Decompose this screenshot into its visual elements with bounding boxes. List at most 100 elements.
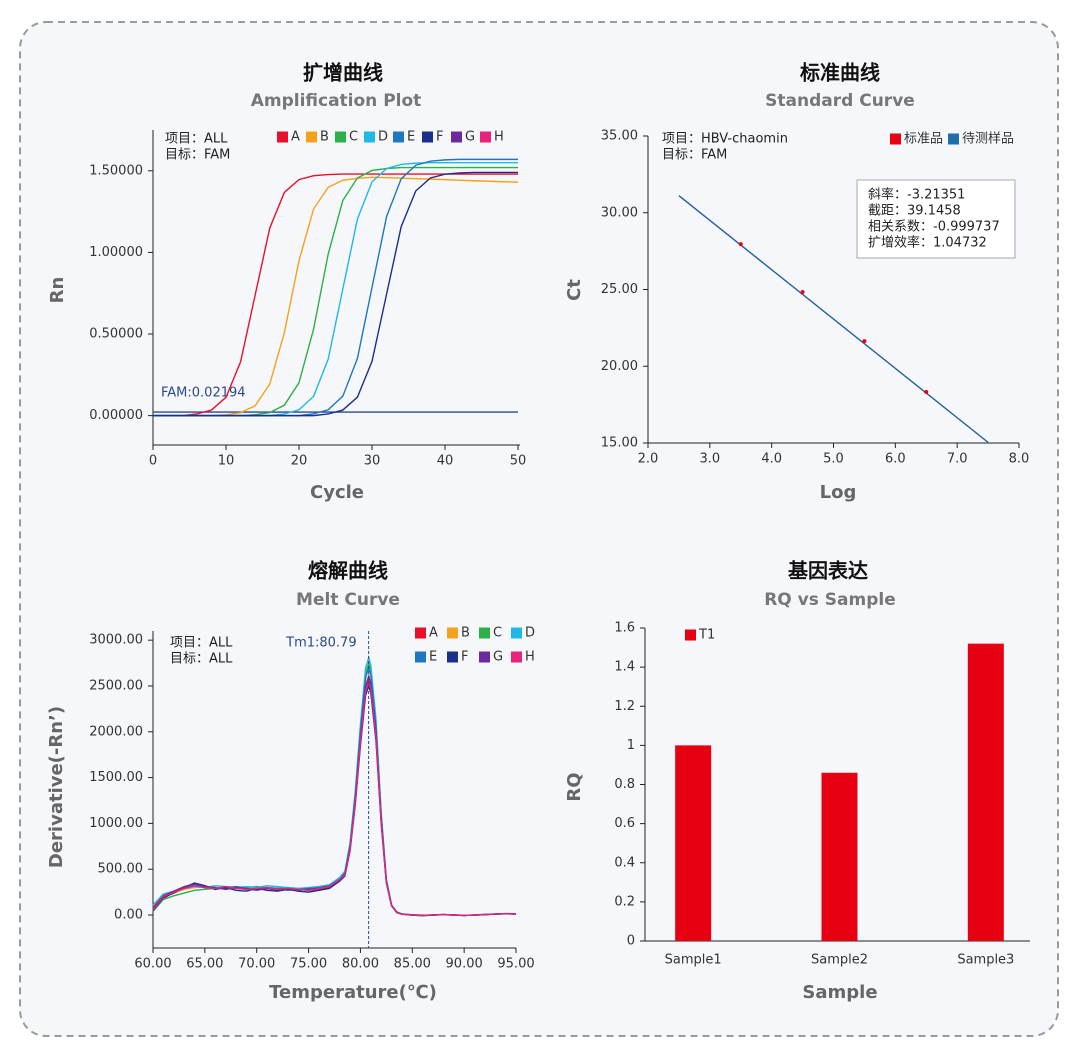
- y-tick-label: 3000.00: [89, 633, 143, 648]
- legend-swatch: [393, 131, 404, 143]
- legend-label: G: [493, 650, 503, 665]
- y-tick-label: 0.4: [614, 855, 635, 870]
- annotation: 项目：HBV-chaomin: [662, 132, 788, 147]
- x-axis-label: Cycle: [310, 482, 364, 503]
- chart-title: 基因表达: [788, 559, 868, 583]
- x-tick-label: Sample2: [811, 953, 868, 968]
- annotation: 目标：FAM: [662, 148, 727, 163]
- annotation: 项目：ALL: [170, 636, 233, 651]
- y-tick-label: 1.6: [614, 621, 635, 636]
- x-axis-label: Temperature(℃): [269, 982, 437, 1003]
- y-tick-label: 1000.00: [89, 816, 143, 831]
- y-axis-label: Rn: [47, 277, 68, 304]
- bar: [967, 643, 1004, 941]
- y-axis-label: RQ: [564, 772, 585, 801]
- stats-box: [856, 179, 1016, 259]
- chart-subtitle: Amplification Plot: [251, 91, 422, 111]
- x-tick-label: 0: [149, 454, 157, 469]
- legend-label: T1: [698, 628, 715, 643]
- legend-label: F: [436, 130, 443, 145]
- legend-swatch: [447, 627, 458, 639]
- legend-label: 待测样品: [962, 132, 1014, 147]
- stats-line: 相关系数：-0.999737: [868, 220, 1000, 235]
- legend-label: 标准品: [904, 132, 943, 147]
- y-tick-label: 1.00000: [89, 245, 143, 260]
- y-tick-label: 2000.00: [89, 724, 143, 739]
- y-tick-label: 0.00: [114, 908, 143, 923]
- legend-label: A: [291, 130, 300, 145]
- legend-swatch: [511, 627, 522, 639]
- y-tick-label: 500.00: [98, 862, 144, 877]
- series-line: [153, 171, 518, 417]
- x-tick-label: 20: [291, 454, 308, 469]
- legend-swatch: [415, 627, 426, 639]
- legend-swatch: [479, 651, 490, 663]
- y-tick-label: 25.00: [601, 282, 638, 297]
- x-axis-label: Sample: [802, 982, 877, 1003]
- y-tick-label: 0: [627, 934, 635, 949]
- x-tick-label: 6.0: [885, 452, 906, 467]
- legend-swatch: [447, 651, 458, 663]
- y-tick-label: 0.6: [614, 816, 635, 831]
- legend-label: B: [320, 130, 329, 145]
- y-tick-label: 20.00: [601, 359, 638, 374]
- fit-line: [678, 195, 989, 443]
- x-axis-label: Log: [820, 482, 857, 503]
- y-tick-label: 1: [627, 738, 635, 753]
- card-frame: [19, 21, 1059, 1037]
- y-tick-label: 1500.00: [89, 770, 143, 785]
- y-tick-label: 1.50000: [89, 163, 143, 178]
- x-tick-label: 8.0: [1009, 452, 1030, 467]
- y-tick-label: 0.2: [614, 894, 635, 909]
- legend-label: D: [525, 626, 535, 641]
- legend-swatch: [890, 133, 901, 145]
- x-tick-label: 75.00: [290, 957, 327, 972]
- legend-label: H: [525, 650, 535, 665]
- y-tick-label: 0.00000: [89, 408, 143, 423]
- stats-line: 扩增效率：1.04732: [868, 235, 987, 251]
- y-tick-label: 35.00: [601, 129, 638, 144]
- y-tick-label: 0.50000: [89, 327, 143, 342]
- x-tick-label: 60.00: [134, 957, 171, 972]
- legend-swatch: [335, 131, 346, 143]
- y-tick-label: 1.2: [614, 699, 635, 714]
- data-point: [862, 339, 867, 344]
- chart-subtitle: RQ vs Sample: [764, 590, 896, 610]
- legend-swatch: [422, 131, 433, 143]
- x-tick-label: 3.0: [699, 452, 720, 467]
- legend-swatch: [364, 131, 375, 143]
- x-tick-label: 65.00: [186, 957, 223, 972]
- x-tick-label: 10: [218, 454, 235, 469]
- x-tick-label: 70.00: [238, 957, 275, 972]
- legend-label: B: [461, 626, 470, 641]
- y-tick-label: 2500.00: [89, 678, 143, 693]
- annotation: 项目：ALL: [165, 132, 228, 147]
- x-tick-label: 4.0: [761, 452, 782, 467]
- legend-label: F: [461, 650, 468, 665]
- stats-line: 斜率：-3.21351: [868, 187, 965, 203]
- y-axis-label: Ct: [564, 279, 585, 301]
- legend-label: C: [493, 626, 502, 641]
- series-line: [152, 679, 517, 917]
- y-axis-label: Derivative(-Rn’): [46, 706, 67, 868]
- legend-label: C: [349, 130, 358, 145]
- x-tick-label: 90.00: [446, 957, 483, 972]
- x-tick-label: 40: [437, 454, 454, 469]
- legend-label: G: [465, 130, 475, 145]
- data-point: [924, 390, 929, 395]
- annotation: 目标：ALL: [170, 652, 233, 667]
- y-tick-label: 0.8: [614, 777, 635, 792]
- legend-swatch: [451, 131, 462, 143]
- chart-title: 熔解曲线: [308, 559, 388, 583]
- tm-label: Tm1:80.79: [285, 636, 356, 651]
- x-tick-label: 85.00: [394, 957, 431, 972]
- chart-subtitle: Melt Curve: [296, 590, 400, 610]
- annotation: 目标：FAM: [165, 148, 230, 163]
- data-point: [738, 242, 743, 247]
- x-tick-label: 80.00: [342, 957, 379, 972]
- bar: [821, 772, 858, 941]
- chart-subtitle: Standard Curve: [765, 91, 915, 111]
- x-tick-label: 50: [510, 454, 527, 469]
- x-tick-label: 5.0: [823, 452, 844, 467]
- legend-label: D: [378, 130, 388, 145]
